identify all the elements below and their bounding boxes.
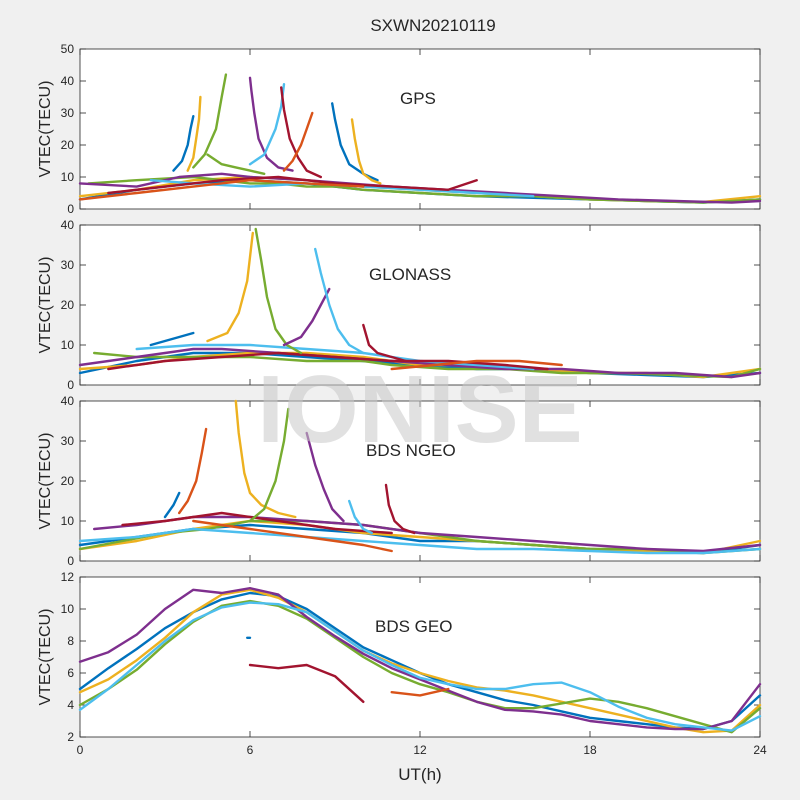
panel-label-bds-ngeo: BDS NGEO (366, 441, 456, 460)
x-tick-label: 6 (247, 743, 254, 757)
series-line (234, 399, 297, 519)
x-tick-label: 0 (77, 743, 84, 757)
x-tick-label: 18 (583, 743, 597, 757)
y-tick-label: 2 (67, 730, 74, 744)
y-axis-label-bds-ngeo: VTEC(TECU) (37, 433, 54, 530)
series-line (163, 491, 181, 519)
y-tick-label: 20 (61, 138, 75, 152)
chart-title: SXWN20210119 (370, 16, 495, 35)
series-line (206, 153, 266, 175)
lines-glonass (78, 227, 762, 379)
series-line (192, 73, 228, 169)
series-line (248, 76, 294, 172)
series-line (78, 599, 762, 734)
y-tick-label: 0 (67, 554, 74, 568)
axes-glonass: 0 10 20 30 40 (61, 218, 761, 392)
series-line (172, 115, 195, 172)
series-line (135, 343, 535, 371)
panel-label-gps: GPS (400, 89, 436, 108)
series-line (178, 427, 208, 515)
series-line (149, 331, 195, 347)
y-tick-label: 40 (61, 74, 75, 88)
series-line (314, 247, 365, 355)
plot-area-bds-geo (79, 576, 761, 738)
y-tick-label: 0 (67, 378, 74, 392)
series-line (78, 527, 762, 555)
y-tick-label: 6 (67, 666, 74, 680)
lines-gps (78, 73, 762, 204)
axes-bds-ngeo: 0 10 20 30 40 (61, 394, 761, 568)
series-line (248, 407, 290, 523)
series-line (384, 483, 416, 535)
y-axis-label-gps: VTEC(TECU) (37, 81, 54, 178)
y-tick-label: 8 (67, 634, 74, 648)
series-line (78, 601, 762, 732)
y-tick-label: 30 (61, 258, 75, 272)
series-line (362, 323, 407, 363)
series-line (78, 587, 762, 731)
y-tick-label: 40 (61, 218, 75, 232)
y-tick-label: 40 (61, 394, 75, 408)
panel-label-glonass: GLONASS (369, 265, 451, 284)
series-line (206, 231, 254, 343)
series-line (280, 86, 322, 179)
series-line (192, 519, 393, 553)
y-tick-label: 50 (61, 42, 75, 56)
series-line (350, 118, 382, 185)
panel-glonass: 0 10 20 30 40 GLONASS VTEC(TECU) (37, 218, 762, 392)
x-tick-label: 24 (753, 743, 767, 757)
lines-bds-ngeo (78, 399, 762, 555)
watermark: IONISE (257, 356, 582, 463)
y-tick-label: 0 (67, 202, 74, 216)
y-tick-label: 30 (61, 106, 75, 120)
y-tick-label: 10 (61, 602, 75, 616)
series-line (348, 499, 373, 535)
y-tick-label: 10 (61, 170, 75, 184)
panel-gps: 0 10 20 30 40 50 GPS VTEC(TECU) (37, 42, 762, 216)
y-tick-label: 10 (61, 338, 75, 352)
x-tick-label: 12 (413, 743, 427, 757)
series-line (390, 359, 563, 371)
series-line (78, 347, 762, 379)
series-line (305, 431, 345, 523)
panel-bds-ngeo: 0 10 20 30 40 BDS NGEO VTEC(TECU) (37, 394, 762, 568)
x-axis-label: UT(h) (398, 765, 441, 784)
y-axis-label-bds-geo: VTEC(TECU) (37, 609, 54, 706)
series-line (121, 511, 393, 535)
series-line (78, 588, 762, 734)
series-line (107, 351, 549, 371)
y-tick-label: 12 (61, 570, 75, 584)
series-line (282, 287, 331, 347)
series-line (78, 179, 365, 201)
series-line (282, 111, 314, 172)
panel-label-bds-geo: BDS GEO (375, 617, 452, 636)
series-line (186, 95, 202, 172)
series-line (107, 175, 478, 195)
y-tick-label: 4 (67, 698, 74, 712)
y-axis-label-glonass: VTEC(TECU) (37, 257, 54, 354)
series-line (390, 687, 450, 697)
y-tick-label: 10 (61, 514, 75, 528)
axes-gps: 0 10 20 30 40 50 (61, 42, 761, 216)
lines-bds-geo (78, 587, 762, 734)
series-line (254, 227, 303, 355)
y-tick-label: 30 (61, 434, 75, 448)
y-tick-label: 20 (61, 474, 75, 488)
y-tick-label: 20 (61, 298, 75, 312)
series-line (248, 663, 365, 703)
